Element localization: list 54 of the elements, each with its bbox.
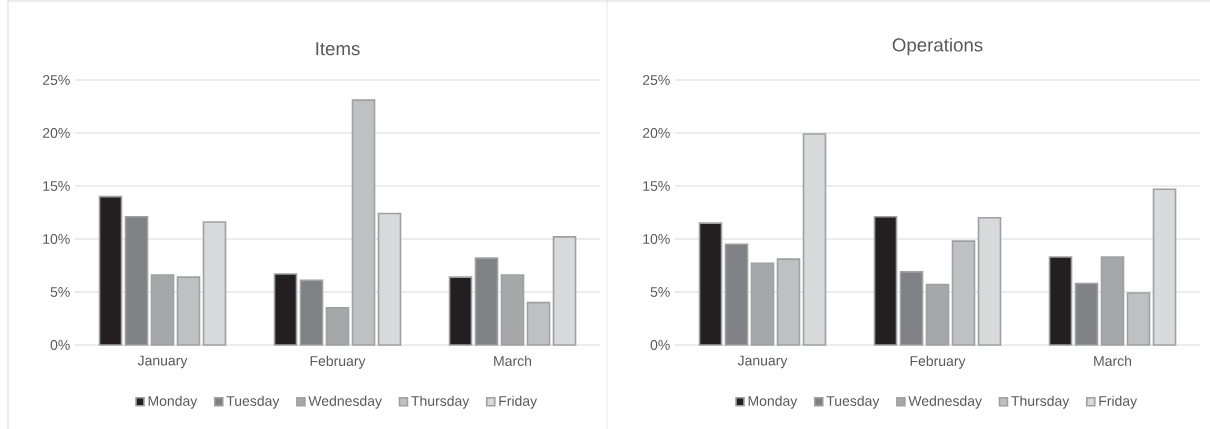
- bar: [299, 279, 324, 346]
- y-tick-label: 25%: [642, 75, 670, 85]
- legend-label: Thursday: [1011, 395, 1070, 409]
- x-tick-label: March: [494, 355, 532, 366]
- legend-label: Monday: [748, 395, 798, 409]
- bar: [98, 195, 123, 346]
- bar: [925, 283, 950, 346]
- bar: [500, 274, 525, 346]
- chart-title: Items: [316, 42, 360, 56]
- legend-label: Wednesday: [308, 395, 382, 409]
- bar: [1100, 256, 1125, 346]
- bar: [724, 243, 749, 346]
- bar: [899, 271, 924, 346]
- legend-label: Friday: [1099, 395, 1138, 409]
- bar: [1048, 256, 1073, 346]
- legend-label: Tuesday: [826, 395, 880, 409]
- y-tick-label: 25%: [42, 75, 70, 85]
- bar: [951, 240, 976, 346]
- bar: [776, 258, 801, 346]
- bar: [1074, 282, 1099, 346]
- bar: [474, 257, 499, 346]
- legend-label: Tuesday: [226, 395, 280, 409]
- legend-label: Friday: [499, 395, 538, 409]
- x-tick-label: January: [137, 355, 188, 369]
- legend-label: Thursday: [411, 395, 470, 409]
- bar: [873, 215, 898, 346]
- legend-label: Wednesday: [908, 395, 982, 409]
- bar: [124, 215, 149, 346]
- bar: [526, 301, 551, 346]
- y-tick-label: 15%: [643, 181, 670, 191]
- y-tick-label: 5%: [650, 287, 670, 297]
- bar: [273, 273, 298, 346]
- y-tick-label: 20%: [642, 128, 670, 138]
- y-tick-label: 10%: [43, 234, 70, 244]
- x-tick-label: February: [310, 355, 366, 369]
- legend-label: Monday: [148, 395, 198, 409]
- y-tick-label: 0%: [650, 340, 670, 350]
- y-tick-label: 0%: [50, 340, 70, 350]
- x-tick-label: January: [737, 355, 788, 369]
- bar: [176, 276, 201, 346]
- bar: [448, 276, 473, 346]
- x-tick-label: March: [1094, 355, 1132, 366]
- y-tick-label: 5%: [50, 287, 70, 297]
- bar: [698, 222, 723, 346]
- bar: [1126, 292, 1151, 346]
- y-tick-label: 10%: [643, 234, 670, 244]
- x-tick-label: February: [910, 355, 966, 369]
- y-tick-label: 15%: [43, 181, 70, 191]
- bar: [351, 99, 376, 346]
- bar: [750, 262, 775, 346]
- bar: [325, 307, 350, 346]
- chart-title: Operations: [892, 37, 983, 56]
- y-tick-label: 20%: [42, 128, 70, 138]
- bar: [150, 274, 175, 346]
